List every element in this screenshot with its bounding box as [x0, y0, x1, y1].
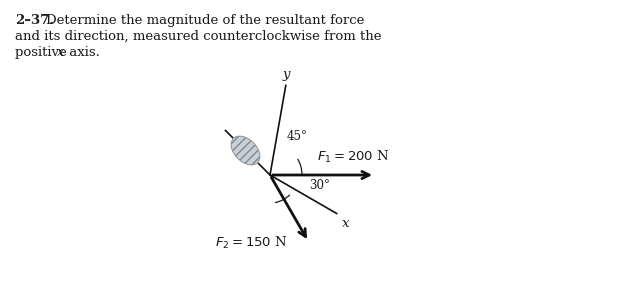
- Text: axis.: axis.: [65, 46, 100, 59]
- Text: 30°: 30°: [308, 179, 330, 192]
- Text: x: x: [342, 217, 350, 230]
- Text: positive: positive: [15, 46, 71, 59]
- Text: $F_2 = 150$ N: $F_2 = 150$ N: [215, 235, 288, 251]
- Text: 2–37.: 2–37.: [15, 14, 54, 27]
- Text: x: x: [57, 46, 65, 59]
- Text: 45°: 45°: [287, 130, 308, 143]
- Text: Determine the magnitude of the resultant force: Determine the magnitude of the resultant…: [46, 14, 364, 27]
- Text: $F_1 = 200$ N: $F_1 = 200$ N: [317, 149, 390, 165]
- Text: and its direction, measured counterclockwise from the: and its direction, measured counterclock…: [15, 30, 381, 43]
- Ellipse shape: [231, 136, 260, 165]
- Text: y: y: [283, 68, 290, 81]
